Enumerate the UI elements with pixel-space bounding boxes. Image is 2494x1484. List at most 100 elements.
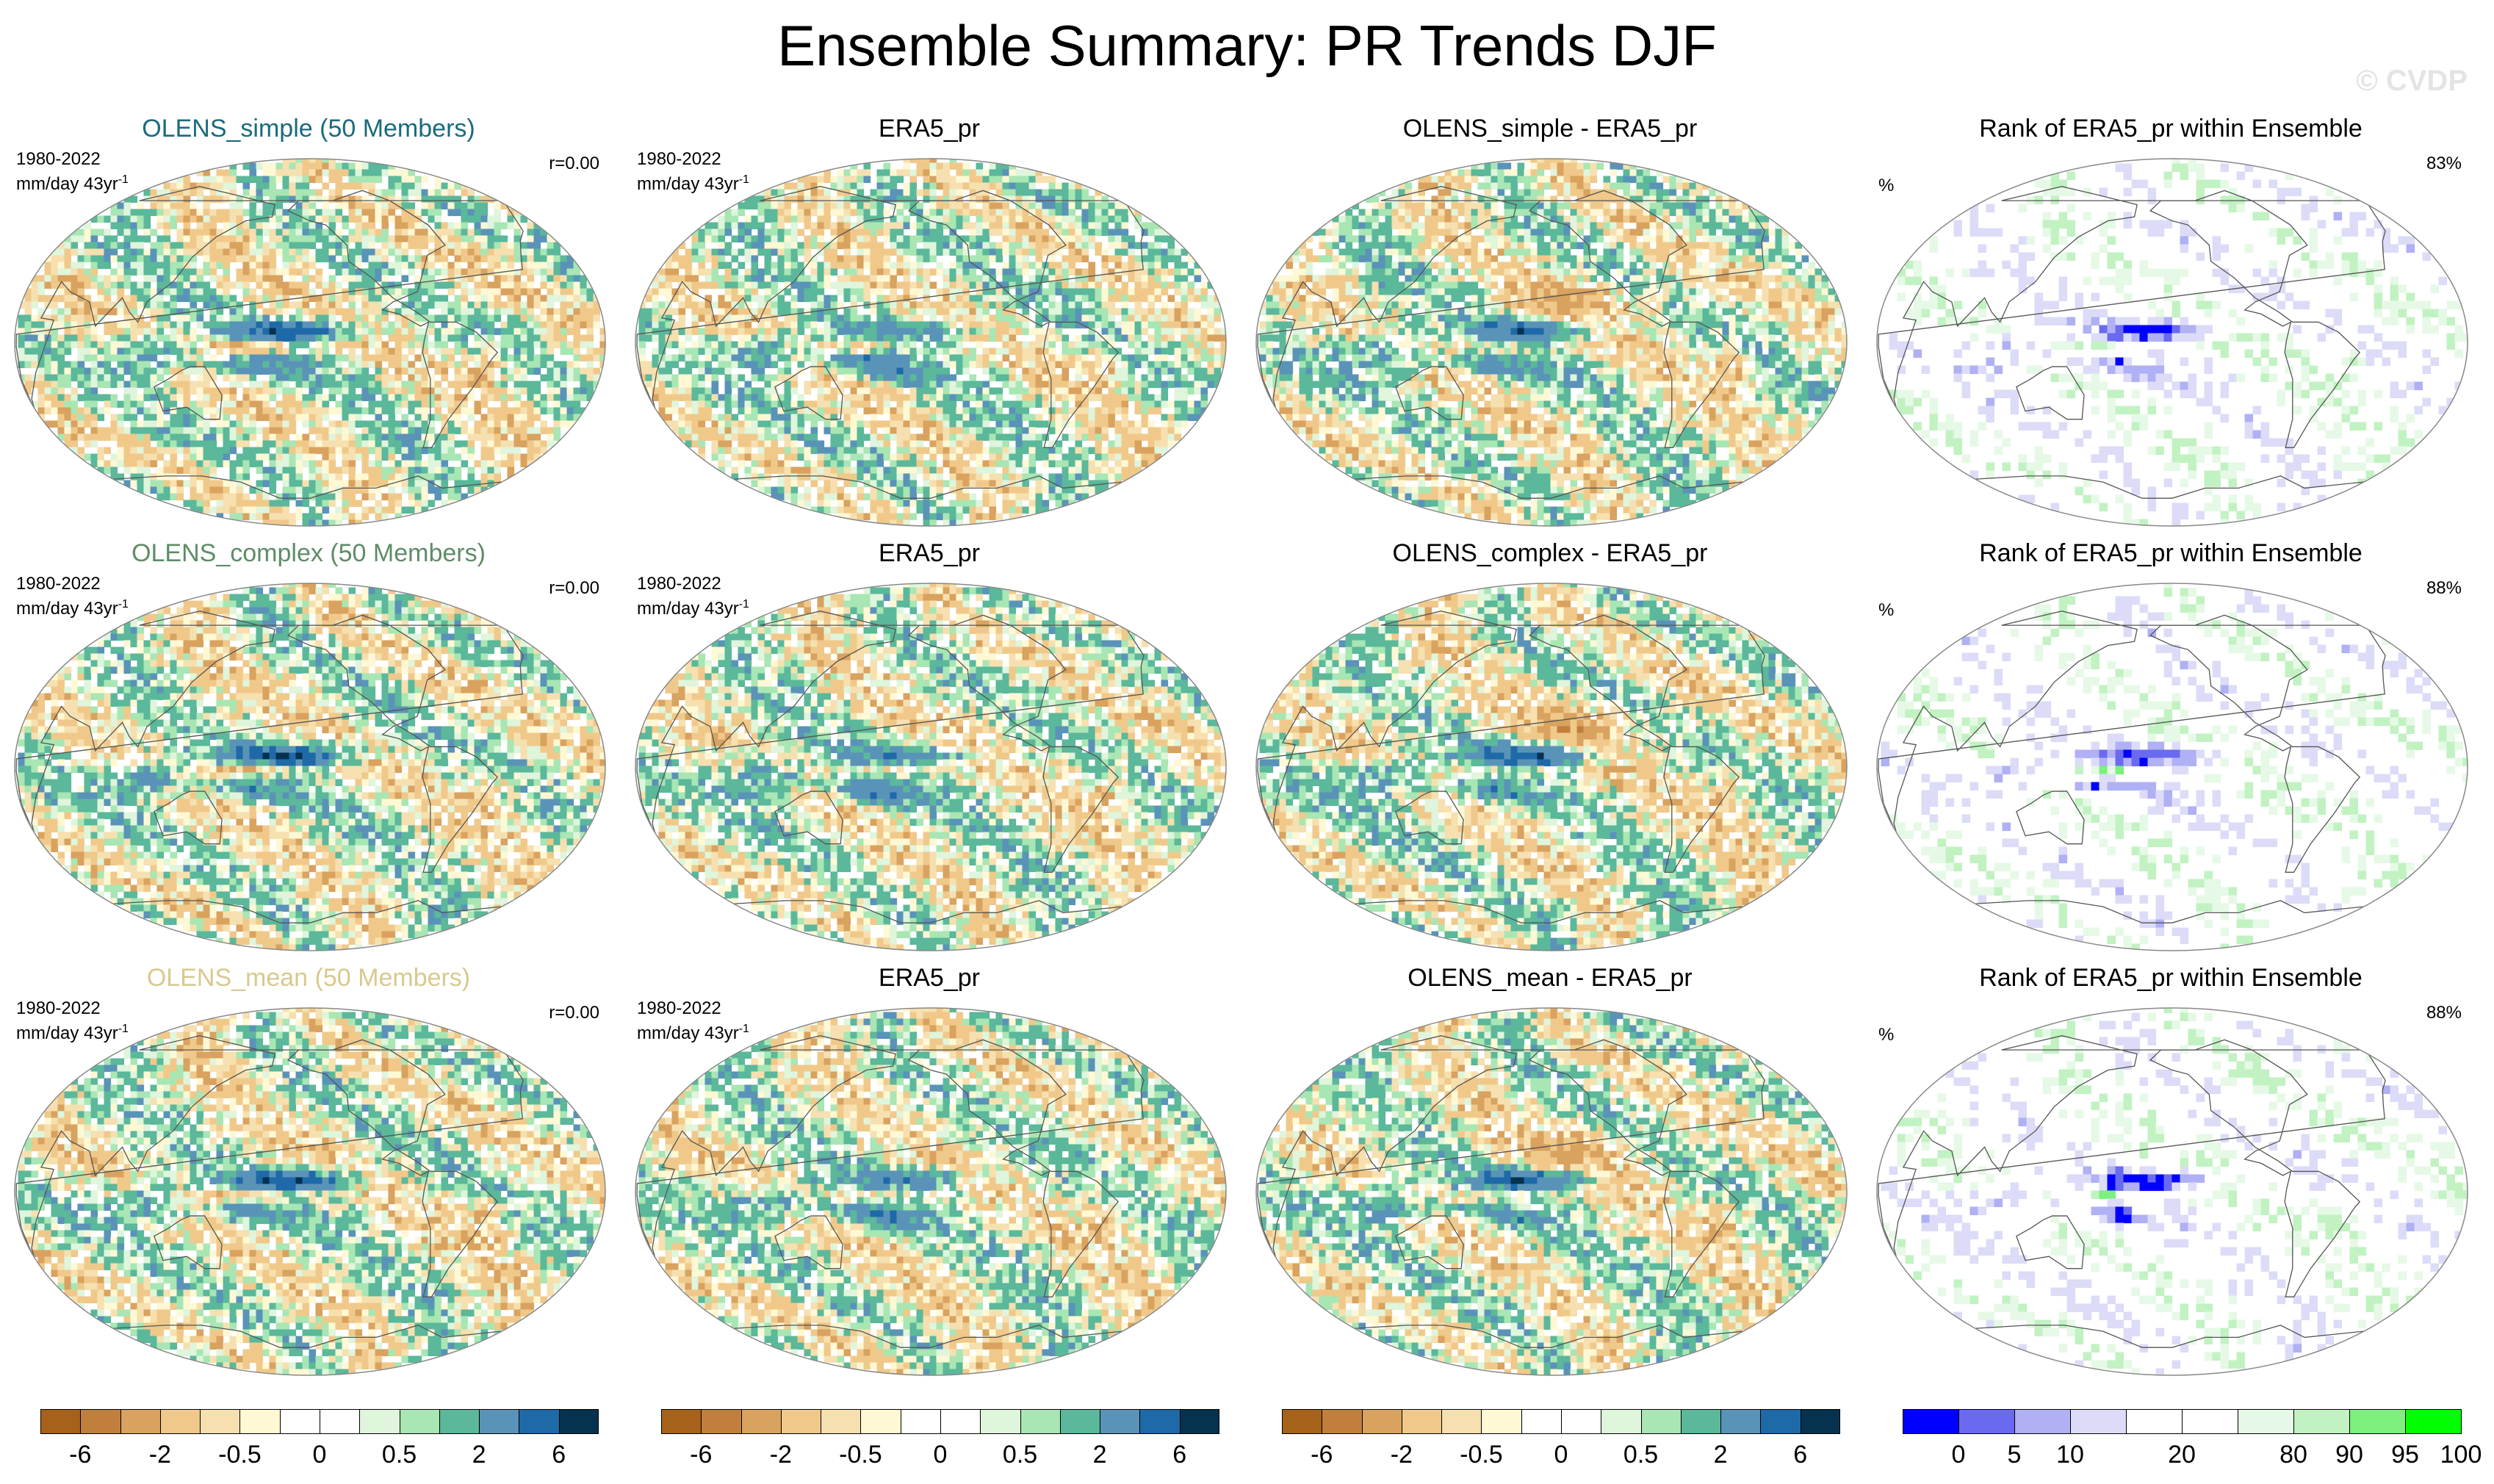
trend-cell — [474, 354, 482, 362]
trend-cell — [1167, 281, 1175, 289]
trend-cell — [487, 215, 495, 223]
trend-cell — [691, 314, 699, 323]
trend-cell — [804, 255, 812, 263]
trend-cell — [262, 473, 270, 481]
trend-cell — [863, 176, 871, 184]
trend-cell — [487, 381, 495, 389]
trend-cell — [989, 248, 997, 256]
trend-cell — [203, 500, 211, 508]
trend-cell — [890, 215, 898, 223]
trend-cell — [361, 460, 370, 468]
trend-cell — [638, 314, 646, 323]
trend-cell — [375, 341, 383, 349]
trend-cell — [744, 314, 752, 323]
trend-cell — [295, 513, 303, 521]
trend-cell — [309, 209, 317, 217]
trend-cell — [1009, 328, 1017, 336]
trend-cell — [1161, 275, 1169, 283]
trend-cell — [348, 513, 356, 521]
trend-cell — [170, 493, 178, 501]
trend-cell — [580, 288, 588, 296]
trend-cell — [242, 295, 251, 303]
trend-cell — [1022, 215, 1030, 223]
trend-cell — [777, 301, 785, 309]
trend-cell — [322, 500, 330, 508]
trend-cell — [480, 195, 489, 203]
trend-cell — [461, 427, 469, 435]
trend-cell — [956, 235, 964, 243]
trend-cell — [361, 308, 370, 316]
trend-cell — [890, 176, 898, 184]
trend-cell — [163, 420, 171, 428]
trend-cell — [302, 321, 310, 329]
trend-cell — [143, 467, 151, 475]
trend-cell — [295, 262, 303, 270]
trend-cell — [764, 314, 772, 323]
trend-cell — [441, 281, 449, 289]
trend-cell — [190, 407, 198, 415]
trend-cell — [1187, 295, 1195, 303]
trend-cell — [843, 209, 851, 217]
trend-cell — [956, 195, 964, 203]
trend-cell — [520, 314, 528, 323]
trend-cell — [150, 460, 158, 468]
trend-cell — [1002, 228, 1010, 237]
trend-cell — [1121, 242, 1129, 250]
trend-cell — [896, 209, 904, 217]
trend-cell — [348, 255, 356, 263]
trend-cell — [480, 347, 489, 356]
trend-cell — [1088, 275, 1096, 283]
trend-cell — [447, 281, 455, 289]
trend-cell — [949, 295, 957, 303]
trend-cell — [566, 262, 574, 270]
trend-cell — [229, 235, 237, 243]
trend-cell — [586, 328, 594, 336]
trend-cell — [295, 195, 303, 203]
trend-cell — [1181, 308, 1189, 316]
trend-cell — [328, 228, 336, 237]
trend-cell — [137, 255, 145, 263]
trend-cell — [322, 361, 330, 369]
trend-cell — [302, 500, 310, 508]
trend-cell — [150, 447, 158, 455]
trend-cell — [315, 176, 323, 184]
trend-cell — [1068, 301, 1076, 309]
trend-cell — [368, 275, 376, 283]
trend-cell — [368, 321, 376, 329]
trend-cell — [533, 301, 541, 309]
trend-cell — [117, 381, 125, 389]
trend-cell — [282, 235, 290, 243]
trend-cell — [1154, 295, 1162, 303]
trend-cell — [731, 308, 739, 316]
trend-cell — [31, 301, 39, 309]
trend-cell — [90, 341, 98, 349]
trend-cell — [236, 381, 244, 389]
trend-cell — [170, 440, 178, 448]
trend-cell — [909, 281, 918, 289]
trend-cell — [156, 275, 165, 283]
trend-cell — [751, 248, 759, 256]
trend-cell — [401, 341, 409, 349]
trend-cell — [962, 202, 970, 210]
trend-cell — [394, 308, 403, 316]
trend-cell — [1028, 222, 1037, 230]
trend-cell — [1147, 275, 1156, 283]
trend-cell — [830, 328, 838, 336]
trend-cell — [90, 321, 98, 329]
trend-cell — [381, 453, 389, 461]
trend-cell — [850, 242, 858, 250]
trend-cell — [1002, 275, 1010, 283]
trend-cell — [269, 480, 277, 488]
trend-cell — [434, 242, 442, 250]
trend-cell — [1015, 169, 1023, 177]
trend-cell — [1154, 222, 1162, 230]
trend-cell — [242, 162, 251, 170]
trend-cell — [1214, 308, 1222, 316]
trend-cell — [137, 301, 145, 309]
trend-cell — [480, 367, 489, 375]
trend-cell — [976, 321, 984, 329]
trend-cell — [269, 281, 277, 289]
trend-cell — [1062, 235, 1070, 243]
trend-cell — [547, 427, 555, 435]
trend-cell — [242, 394, 251, 402]
